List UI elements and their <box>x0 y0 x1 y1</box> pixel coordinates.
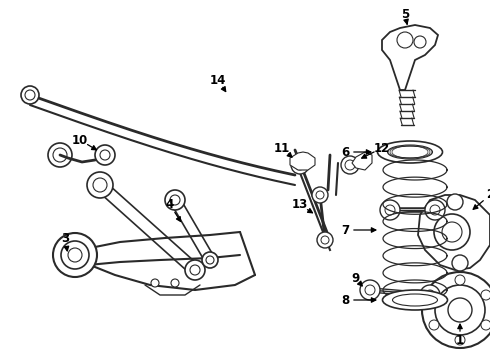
Circle shape <box>317 232 333 248</box>
Circle shape <box>151 279 159 287</box>
Text: 4: 4 <box>166 198 174 211</box>
Circle shape <box>448 298 472 322</box>
Text: 5: 5 <box>401 9 409 22</box>
Circle shape <box>429 320 439 330</box>
Circle shape <box>429 290 439 300</box>
Circle shape <box>190 265 200 275</box>
Polygon shape <box>418 195 490 270</box>
Circle shape <box>48 143 72 167</box>
Circle shape <box>171 279 179 287</box>
Circle shape <box>365 285 375 295</box>
Text: 2: 2 <box>486 189 490 202</box>
Circle shape <box>312 187 328 203</box>
Text: 1: 1 <box>456 333 464 346</box>
Circle shape <box>481 320 490 330</box>
Circle shape <box>360 280 380 300</box>
Polygon shape <box>96 180 199 274</box>
Text: 7: 7 <box>341 224 349 237</box>
Circle shape <box>21 86 39 104</box>
Circle shape <box>425 200 445 220</box>
Circle shape <box>420 285 440 305</box>
Circle shape <box>291 156 309 174</box>
Circle shape <box>414 36 426 48</box>
Circle shape <box>93 178 107 192</box>
Polygon shape <box>290 152 315 170</box>
Circle shape <box>380 200 400 220</box>
Circle shape <box>95 145 115 165</box>
Text: 12: 12 <box>374 141 390 154</box>
Circle shape <box>202 252 218 268</box>
Circle shape <box>25 90 35 100</box>
Polygon shape <box>169 200 216 260</box>
Circle shape <box>455 335 465 345</box>
Circle shape <box>397 32 413 48</box>
Text: 13: 13 <box>292 198 308 211</box>
Circle shape <box>321 236 329 244</box>
Text: 6: 6 <box>341 145 349 158</box>
Ellipse shape <box>392 294 438 306</box>
Ellipse shape <box>377 141 442 163</box>
Circle shape <box>165 190 185 210</box>
Text: 3: 3 <box>61 231 69 244</box>
Circle shape <box>295 160 305 170</box>
Text: 11: 11 <box>274 141 290 154</box>
Polygon shape <box>382 25 438 90</box>
Circle shape <box>425 290 435 300</box>
Circle shape <box>422 272 490 348</box>
Text: 10: 10 <box>72 134 88 147</box>
Circle shape <box>316 191 324 199</box>
Circle shape <box>53 148 67 162</box>
Circle shape <box>185 260 205 280</box>
Ellipse shape <box>388 145 433 159</box>
Polygon shape <box>352 152 372 170</box>
Text: 8: 8 <box>341 293 349 306</box>
Circle shape <box>68 248 82 262</box>
Circle shape <box>385 205 395 215</box>
Text: 14: 14 <box>210 73 226 86</box>
Circle shape <box>442 222 462 242</box>
Text: 9: 9 <box>351 271 359 284</box>
Circle shape <box>341 156 359 174</box>
Circle shape <box>430 205 440 215</box>
Circle shape <box>455 275 465 285</box>
Ellipse shape <box>383 290 447 310</box>
Circle shape <box>61 241 89 269</box>
Circle shape <box>170 195 180 205</box>
Circle shape <box>206 256 214 264</box>
Circle shape <box>447 194 463 210</box>
Circle shape <box>435 285 485 335</box>
Circle shape <box>87 172 113 198</box>
Circle shape <box>53 233 97 277</box>
Circle shape <box>481 290 490 300</box>
Circle shape <box>434 214 470 250</box>
Circle shape <box>100 150 110 160</box>
Circle shape <box>345 160 355 170</box>
Circle shape <box>452 255 468 271</box>
